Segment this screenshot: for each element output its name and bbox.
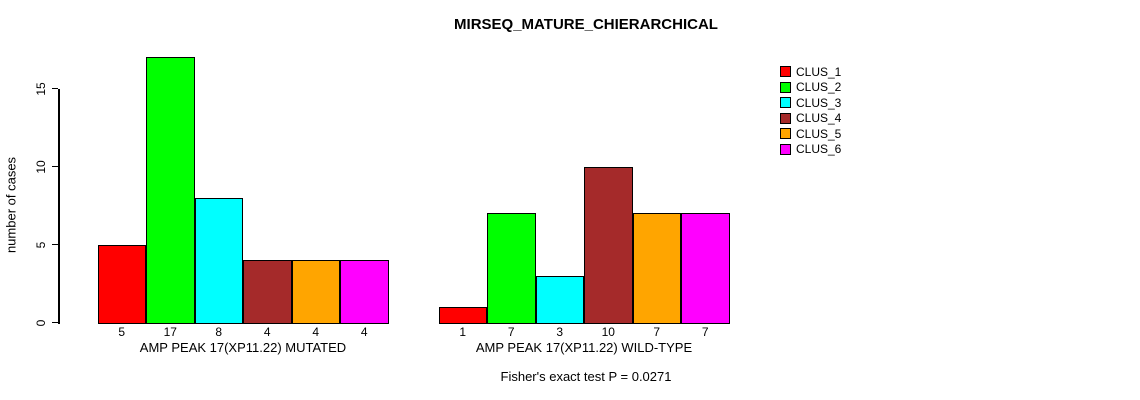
- category-label: AMP PEAK 17(XP11.22) MUTATED: [139, 339, 347, 355]
- bar-clus_1-group1: [97, 244, 146, 324]
- bar-value-label: 7: [507, 324, 515, 339]
- bar-clus_2-group2: [487, 213, 536, 324]
- legend-swatch-icon: [780, 128, 791, 140]
- y-axis-tick-label: 5: [34, 241, 48, 248]
- category-label: AMP PEAK 17(XP11.22) WILD-TYPE: [475, 339, 693, 355]
- legend-item-clus_3: CLUS_3: [780, 95, 841, 111]
- legend-item-clus_2: CLUS_2: [780, 80, 841, 96]
- bar-clus_6-group2: [681, 213, 730, 324]
- bar-value-label: 17: [163, 324, 177, 339]
- bar-clus_5-group2: [632, 213, 681, 324]
- legend-label: CLUS_3: [796, 95, 842, 110]
- legend-swatch-icon: [780, 143, 791, 155]
- y-axis-tick: [52, 321, 58, 324]
- bar-value-label: 3: [556, 324, 564, 339]
- bar-value-label: 10: [601, 324, 615, 339]
- legend-label: CLUS_5: [796, 126, 842, 141]
- legend-label: CLUS_6: [796, 142, 842, 157]
- bar-value-label: 5: [118, 324, 126, 339]
- legend-swatch-icon: [780, 66, 791, 78]
- legend-swatch-icon: [780, 97, 791, 109]
- bar-clus_4-group1: [243, 260, 292, 324]
- legend-item-clus_5: CLUS_5: [780, 126, 841, 142]
- y-axis-tick-label: 10: [34, 159, 48, 174]
- bar-value-label: 4: [312, 324, 320, 339]
- bar-value-label: 4: [263, 324, 271, 339]
- bar-value-label: 1: [459, 324, 467, 339]
- bar-clus_1-group2: [438, 306, 487, 324]
- legend-swatch-icon: [780, 81, 791, 93]
- bar-value-label: 7: [653, 324, 661, 339]
- bar-clus_5-group1: [291, 260, 340, 324]
- y-axis-line: [58, 88, 60, 324]
- bar-clus_2-group1: [146, 57, 195, 324]
- legend-label: CLUS_1: [796, 64, 842, 79]
- fisher-test-annotation: Fisher's exact test P = 0.0271: [500, 369, 672, 384]
- bar-clus_3-group2: [535, 275, 584, 324]
- chart-title: MIRSEQ_MATURE_CHIERARCHICAL: [454, 16, 718, 33]
- legend-item-clus_1: CLUS_1: [780, 64, 841, 80]
- y-axis-title: number of cases: [3, 156, 19, 254]
- y-axis-tick-label: 15: [34, 81, 48, 96]
- y-axis-tick-label: 0: [34, 319, 48, 326]
- bar-value-label: 8: [215, 324, 223, 339]
- y-axis-tick: [52, 243, 58, 246]
- bar-value-label: 4: [360, 324, 368, 339]
- legend-label: CLUS_2: [796, 80, 842, 95]
- bar-clus_3-group1: [194, 197, 243, 324]
- y-axis-tick: [52, 87, 58, 90]
- y-axis-tick: [52, 165, 58, 168]
- bar-clus_4-group2: [584, 166, 633, 324]
- legend-item-clus_6: CLUS_6: [780, 142, 841, 158]
- bar-clus_6-group1: [340, 260, 389, 324]
- legend: CLUS_1 CLUS_2 CLUS_3 CLUS_4 CLUS_5 CLUS_6: [780, 64, 841, 157]
- legend-label: CLUS_4: [796, 111, 842, 126]
- bar-value-label: 7: [701, 324, 709, 339]
- legend-item-clus_4: CLUS_4: [780, 111, 841, 127]
- legend-swatch-icon: [780, 112, 791, 124]
